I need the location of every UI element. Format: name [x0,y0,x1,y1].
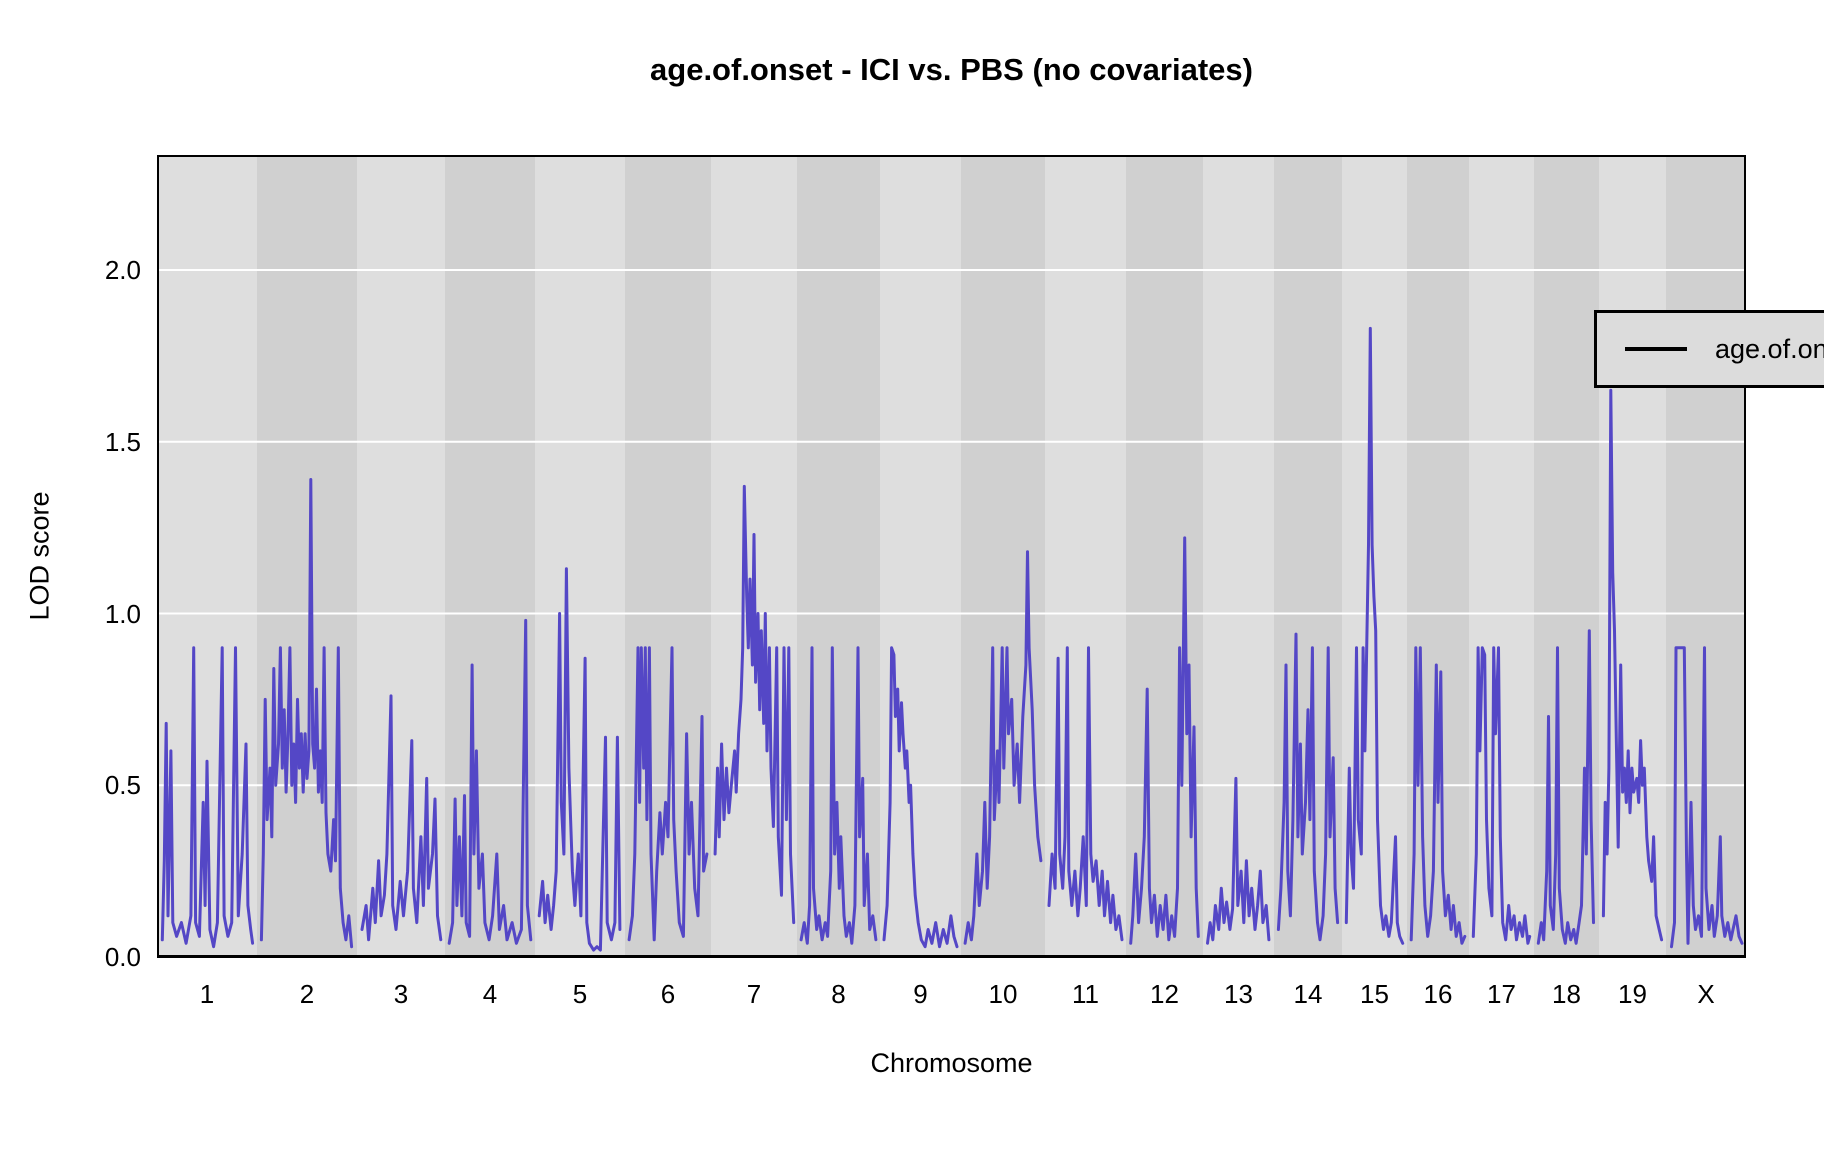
lod-line-chr6 [627,646,709,942]
chromosome-band-13 [1203,155,1274,958]
y-tick-label-0.0: 0.0 [104,942,141,972]
x-tick-label-5: 5 [572,979,588,1009]
y-tick-label-1.5: 1.5 [104,426,141,457]
lod-line-chr16 [1409,646,1467,945]
legend-label: age.of.onset [1715,333,1824,364]
x-tick-label-18: 18 [1552,979,1581,1009]
lod-line-chr15 [1344,326,1405,945]
lod-plot-svg [157,155,1746,958]
x-tick-label-1: 1 [199,979,215,1009]
chromosome-band-10 [961,155,1045,958]
legend-line-sample [1625,347,1687,351]
lod-line-chr4 [447,618,533,945]
lod-line-chr9 [882,646,959,949]
lod-line-chr7 [713,484,796,925]
x-tick-label-11: 11 [1072,979,1099,1009]
x-tick-label-16: 16 [1423,979,1453,1009]
x-tick-label-3: 3 [393,979,409,1009]
lod-line-chr19 [1601,388,1664,942]
chromosome-band-4 [445,155,535,958]
y-tick-label-2.0: 2.0 [104,255,141,285]
lod-line-chr1 [160,646,255,949]
y-tick-label-1.0: 1.0 [104,598,141,629]
lod-line-chr12 [1129,536,1200,945]
lod-line-chrX [1670,646,1744,949]
lod-line-chr8 [799,646,878,945]
x-tick-label-4: 4 [482,979,498,1009]
chromosome-band-3 [357,155,445,958]
x-tick-label-13: 13 [1224,979,1253,1009]
lod-line-chr18 [1536,629,1595,945]
x-tick-label-8: 8 [831,979,846,1009]
chart-title: age.of.onset - ICI vs. PBS (no covariate… [650,52,1253,87]
y-axis-title: LOD score [24,491,55,621]
lod-line-chr13 [1206,776,1271,945]
lod-line-chr5 [537,567,622,952]
chromosome-band-16 [1407,155,1469,958]
lod-line-chr2 [259,478,354,949]
lod-line-chr10 [963,550,1043,945]
lod-line-chr11 [1047,646,1124,942]
x-tick-label-2: 2 [299,979,315,1009]
x-tick-label-7: 7 [746,979,762,1009]
x-tick-label-6: 6 [660,979,676,1009]
lod-line-chr17 [1471,646,1532,945]
y-tick-label-0.5: 0.5 [104,770,141,801]
x-tick-label-15: 15 [1360,979,1389,1009]
lod-line-chr3 [360,694,443,942]
x-tick-label-12: 12 [1150,979,1179,1009]
chromosome-band-18 [1534,155,1599,958]
x-axis-title: Chromosome [870,1048,1033,1078]
x-tick-label-9: 9 [913,979,928,1009]
x-tick-label-X: X [1697,979,1715,1009]
legend: age.of.onset [1594,310,1824,388]
x-tick-label-17: 17 [1487,979,1516,1009]
x-tick-label-19: 19 [1618,979,1647,1009]
x-tick-label-10: 10 [988,979,1018,1009]
lod-line-chr14 [1276,632,1340,942]
plot-area: age.of.onset [157,155,1824,958]
chromosome-band-9 [880,155,961,958]
x-tick-label-14: 14 [1293,979,1323,1009]
chromosome-band-5 [535,155,625,958]
